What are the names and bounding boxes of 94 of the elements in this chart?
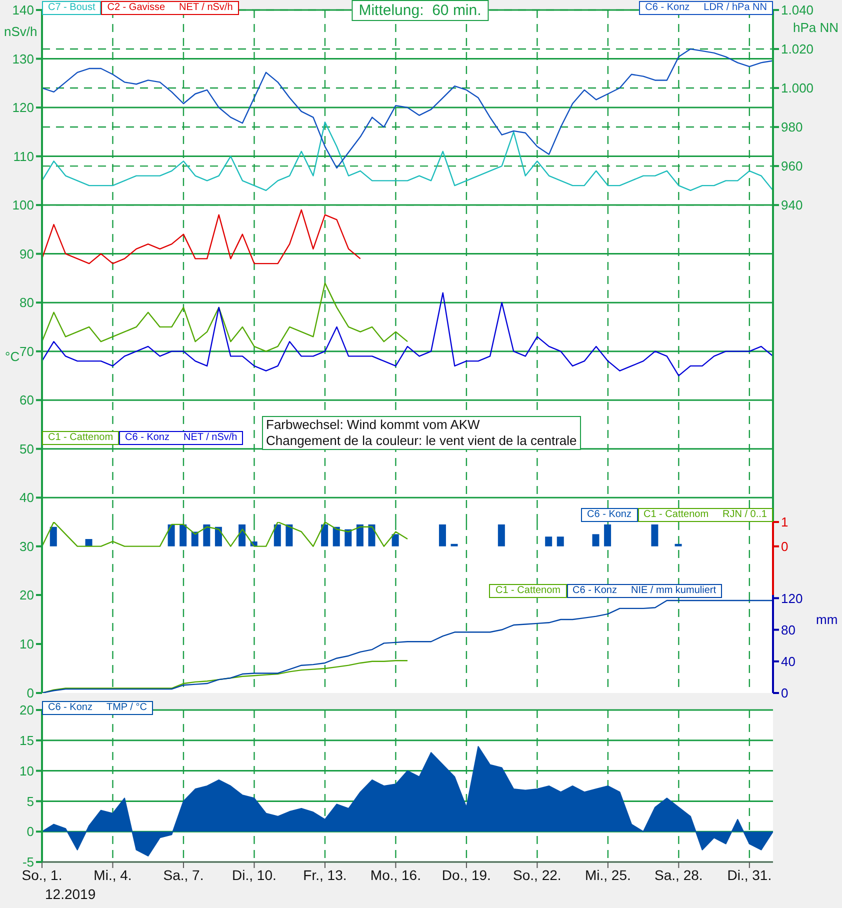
y-tick-label: 0 <box>26 824 34 840</box>
bar <box>556 536 564 546</box>
text: C1 - Cattenom <box>489 584 567 598</box>
y-tick-label: 140 <box>12 2 34 18</box>
y2-tick-label: 1.000 <box>781 80 814 96</box>
legend-title: NIE / mm kumuliert <box>630 585 716 596</box>
y-tick-label: 10 <box>20 763 34 778</box>
x-tick-label: Sa., 28. <box>654 866 703 883</box>
y-tick-label: 80 <box>20 295 34 310</box>
bar <box>168 524 175 546</box>
bar <box>592 534 600 546</box>
bar <box>286 524 293 546</box>
y-tick-label: 110 <box>13 148 34 164</box>
y-tick-label: 120 <box>12 100 34 116</box>
y-tick-label: 70 <box>20 344 34 359</box>
x-tick-label: Mi., 25. <box>584 866 631 883</box>
annotation: NET / nSv/h <box>184 432 238 443</box>
y2-tick-label: 1 <box>781 514 788 530</box>
text: C7 - Boust <box>42 1 102 15</box>
line-series <box>42 600 773 693</box>
line-series <box>42 522 408 547</box>
line-series <box>42 660 408 693</box>
text: C6 - Konz <box>645 2 690 13</box>
x-tick-label: Do., 19. <box>442 866 491 883</box>
series-label: C6 - Konz <box>572 585 617 596</box>
y-axis-title: nSv/h <box>4 24 38 39</box>
bar <box>545 536 552 546</box>
text: °C <box>5 349 20 364</box>
x-tick-label: Di., 31. <box>727 866 772 883</box>
legend-title: TMP / °C <box>106 702 147 713</box>
annotation: Farbwechsel: Wind kommt vom AKW <box>266 417 481 433</box>
y2-axis-title: hPa NN <box>793 20 839 35</box>
legend-title: RJN / 0..1 <box>722 509 767 520</box>
bar <box>392 534 399 546</box>
x-tick-label: Mi., 4. <box>94 866 132 883</box>
y-tick-label: 60 <box>20 392 34 408</box>
x-axis-title: 12.2019 <box>45 886 96 902</box>
bar <box>191 532 198 546</box>
bar <box>498 524 505 546</box>
x-tick-label: Sa., 7. <box>163 866 204 883</box>
x-tick-label: Mo., 16. <box>370 866 422 883</box>
bar <box>214 526 222 546</box>
bar <box>438 524 446 546</box>
text: C1 - Cattenom <box>644 509 709 520</box>
bar <box>50 526 57 546</box>
bar <box>332 526 340 546</box>
y-tick-label: 20 <box>20 588 34 603</box>
y2-tick-label: 940 <box>781 198 803 213</box>
bar <box>238 524 246 546</box>
y2-tick-label: 0 <box>781 686 788 701</box>
x-tick-label: So., 22. <box>513 866 562 883</box>
y-tick-label: 20 <box>20 702 34 718</box>
text: C6 - Konz <box>125 432 170 443</box>
bar <box>274 524 281 546</box>
y-tick-label: 100 <box>12 198 34 213</box>
bar <box>321 524 328 546</box>
y-tick-label: 0 <box>26 686 34 701</box>
y-tick-label: 10 <box>20 636 34 652</box>
y2-tick-label: 40 <box>781 654 796 669</box>
text: C2 - Gavisse <box>107 2 166 13</box>
y-tick-label: 15 <box>20 733 34 748</box>
bar <box>368 524 376 546</box>
y2-tick-label: 0 <box>781 538 788 554</box>
annotation: NET / nSv/h <box>179 2 233 13</box>
annotation: LDR / hPa NN <box>704 2 767 13</box>
y2-tick-label: 980 <box>781 120 803 135</box>
bar <box>651 524 658 546</box>
chart-title: Mittelung: 60 min. <box>352 0 488 21</box>
y2-tick-label: 80 <box>781 622 796 638</box>
text: C1 - Cattenom <box>42 431 120 445</box>
line-series <box>42 282 408 352</box>
y-tick-label: 5 <box>26 794 34 809</box>
y2-axis-title: mm <box>816 612 838 627</box>
text: C6 - Konz <box>48 702 92 713</box>
y-tick-label: 90 <box>20 246 34 262</box>
y2-tick-label: 1.040 <box>781 2 814 18</box>
y-tick-label: 130 <box>12 51 34 66</box>
y2-tick-label: 960 <box>781 158 803 174</box>
line-series <box>42 209 361 264</box>
y2-tick-label: 120 <box>781 590 803 606</box>
bar <box>180 524 187 546</box>
x-tick-label: Di., 10. <box>232 866 276 883</box>
y-tick-label: 50 <box>20 441 34 456</box>
annotation: Changement de la couleur: le vent vient de la centrale <box>266 433 577 449</box>
bar <box>604 524 612 546</box>
y-tick-label: 30 <box>20 538 34 554</box>
series-label: C6 - Konz <box>581 508 638 522</box>
x-tick-label: Fr., 13. <box>303 866 347 883</box>
bar <box>674 544 682 546</box>
bar <box>203 524 210 546</box>
y2-tick-label: 1.020 <box>781 42 814 57</box>
y-tick-label: 40 <box>20 490 34 506</box>
bar <box>450 544 458 546</box>
bar <box>356 524 364 546</box>
